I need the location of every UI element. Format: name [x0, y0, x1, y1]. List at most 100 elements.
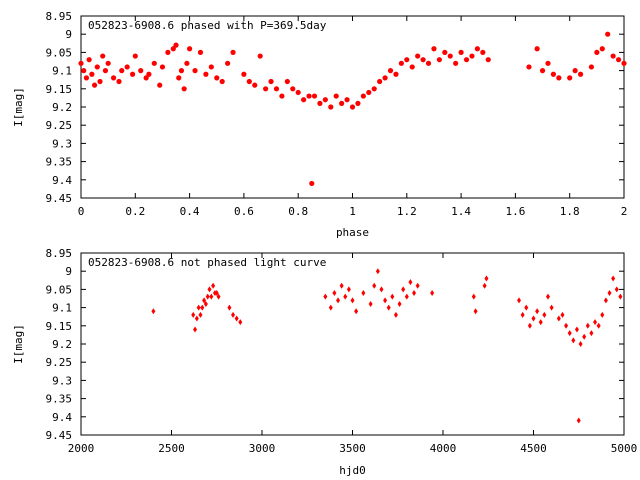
data-point	[181, 86, 187, 92]
data-point	[252, 82, 258, 88]
data-point	[214, 290, 219, 297]
data-point	[336, 297, 341, 304]
data-point	[425, 60, 432, 66]
y-axis-label: I[mag]	[12, 87, 25, 127]
data-point	[582, 333, 587, 340]
data-point	[538, 319, 543, 326]
data-point	[231, 311, 236, 318]
data-point	[219, 78, 225, 85]
x-tick-label: 2000	[68, 442, 95, 455]
data-point	[328, 304, 333, 311]
data-point	[564, 322, 569, 329]
data-point	[202, 297, 207, 304]
data-point	[230, 49, 236, 56]
data-point	[194, 315, 199, 322]
data-point	[146, 71, 152, 77]
data-point	[484, 275, 489, 282]
data-point	[599, 46, 605, 52]
data-point	[290, 86, 296, 92]
data-point	[594, 49, 600, 56]
data-point	[526, 64, 532, 70]
data-point	[550, 71, 557, 77]
y-tick-label: 9.2	[52, 338, 72, 351]
data-point	[556, 75, 562, 81]
data-point	[116, 78, 122, 85]
data-point	[263, 86, 269, 92]
y-tick-label: 9.1	[52, 65, 72, 78]
data-point	[354, 308, 359, 315]
data-point	[350, 297, 355, 304]
x-tick-label: 4500	[520, 442, 547, 455]
y-tick-label: 9.05	[46, 283, 73, 296]
x-axis-label: phase	[336, 226, 369, 239]
data-point	[375, 268, 380, 275]
data-point	[105, 60, 111, 66]
data-point	[572, 68, 578, 74]
x-tick-label: 0.4	[180, 205, 200, 218]
data-point	[397, 300, 402, 307]
data-point	[578, 341, 583, 347]
y-tick-label: 9.45	[46, 192, 73, 205]
y-tick-label: 9.1	[52, 302, 72, 315]
x-tick-label: 3000	[249, 442, 276, 455]
plot-frame	[80, 252, 625, 436]
data-point	[355, 100, 361, 106]
data-point	[129, 71, 136, 77]
x-tick-label: 2500	[158, 442, 185, 455]
data-point	[366, 89, 372, 96]
data-point	[610, 53, 616, 59]
data-point	[86, 57, 92, 63]
data-point	[159, 64, 166, 70]
data-point	[119, 68, 125, 74]
data-point	[589, 330, 594, 337]
data-point	[535, 308, 540, 315]
data-point	[110, 75, 117, 81]
data-point	[615, 57, 622, 63]
data-point	[176, 75, 182, 81]
data-point	[94, 64, 100, 70]
y-tick-label: 8.95	[46, 10, 73, 23]
data-point	[205, 293, 210, 300]
data-point	[474, 46, 480, 52]
data-point	[442, 49, 448, 56]
data-point	[383, 297, 388, 304]
data-point	[393, 311, 398, 318]
data-point	[191, 311, 196, 318]
data-point	[89, 71, 95, 77]
data-point	[339, 100, 345, 106]
data-point	[574, 326, 579, 333]
y-tick-label: 8.95	[46, 247, 73, 260]
data-point	[387, 68, 394, 74]
data-point	[585, 322, 590, 329]
data-point	[415, 53, 421, 59]
data-point	[346, 286, 351, 293]
data-point	[524, 304, 529, 311]
data-point	[100, 53, 106, 59]
y-tick-label: 9.15	[46, 320, 73, 333]
data-point	[343, 293, 348, 300]
data-point	[143, 75, 149, 81]
data-point	[621, 60, 627, 66]
data-point	[284, 78, 290, 85]
data-point	[556, 315, 561, 322]
data-point	[97, 78, 103, 85]
data-point	[393, 71, 399, 77]
data-point	[225, 60, 231, 66]
data-point	[596, 322, 601, 329]
data-point	[430, 290, 435, 297]
data-point	[401, 286, 406, 293]
data-point	[607, 290, 612, 297]
data-point	[386, 304, 391, 311]
data-point	[306, 93, 312, 99]
data-point	[560, 311, 565, 318]
data-point	[203, 71, 209, 77]
data-point	[469, 53, 475, 59]
data-point	[207, 286, 212, 293]
data-point	[549, 304, 554, 311]
data-point	[227, 304, 232, 311]
data-point	[600, 311, 605, 318]
x-axis-label: hjd0	[339, 464, 366, 477]
data-point	[151, 308, 156, 315]
data-point	[539, 68, 546, 74]
data-point	[545, 60, 551, 66]
